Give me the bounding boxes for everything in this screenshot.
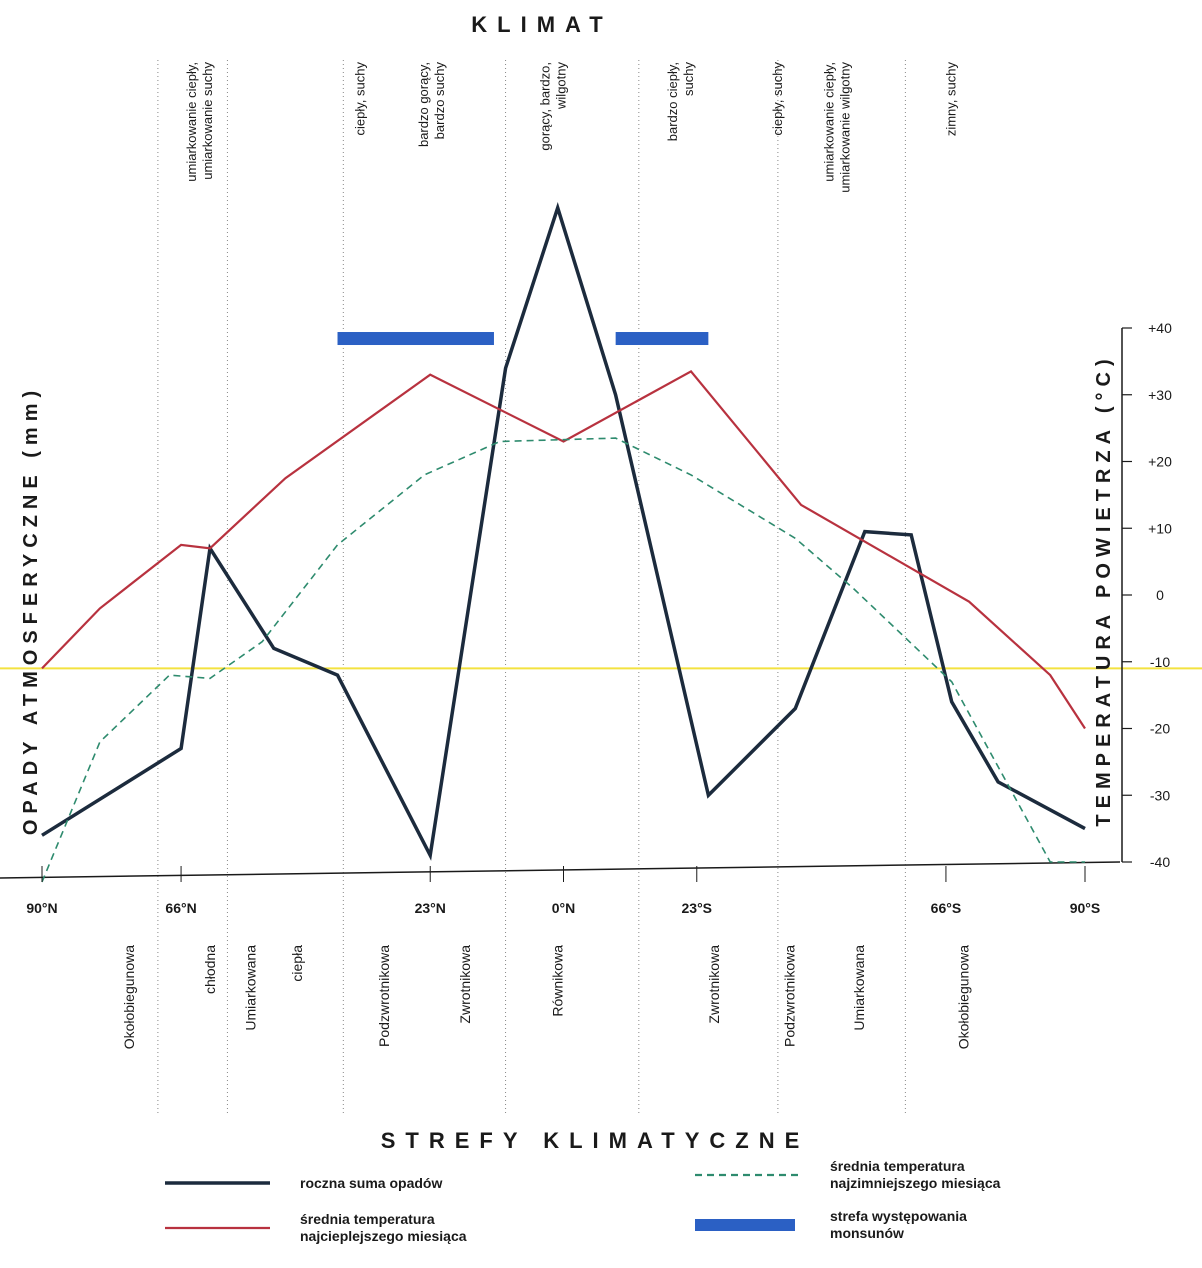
climate-label-line: umiarkowanie ciepły, [184, 62, 199, 182]
right-axis-title: TEMPERATURA POWIETRZA (°C) [1093, 353, 1115, 826]
monsoon-band [615, 332, 709, 346]
climate-labels: umiarkowanie ciepły,umiarkowanie suchy ci… [184, 62, 958, 193]
climate-label-line: umiarkowanie wilgotny [838, 62, 853, 193]
climate-label: bardzo gorący,bardzo suchy [416, 62, 447, 148]
series-lines [41, 202, 1086, 883]
zone-label: Umiarkowana [243, 945, 259, 1031]
zone-label: Okołobiegunowa [121, 945, 137, 1050]
climate-label-line: ciepły, suchy [770, 62, 785, 136]
climate-label-line: zimny, suchy [944, 62, 959, 137]
legend-label-line: średnia temperatura [830, 1158, 965, 1174]
climate-label: umiarkowanie ciepły,umiarkowanie suchy [184, 62, 215, 182]
zone-label: ciepła [289, 945, 305, 982]
y-tick-label: -40 [1150, 854, 1170, 870]
y-tick-label: 0 [1156, 587, 1164, 603]
zone-label: Umiarkowana [851, 945, 867, 1031]
x-tick-label: 23°N [415, 900, 446, 916]
chart-title: KLIMAT [471, 12, 612, 37]
x-tick-labels: 90°N 66°N 23°N 0°N 23°S 66°S 90°S [26, 866, 1100, 916]
y-tick-label: -20 [1150, 721, 1170, 737]
x-tick-label: 90°S [1070, 900, 1101, 916]
zone-label: Podzwrotnikowa [781, 945, 797, 1047]
x-tick-label: 0°N [552, 900, 576, 916]
legend-item: strefa występowania monsunów [695, 1208, 967, 1241]
legend-label-line: roczna suma opadów [300, 1175, 442, 1191]
zone-label: Równikowa [550, 945, 566, 1017]
climate-label: bardzo ciepły,suchy [665, 62, 696, 142]
legend-label: roczna suma opadów [300, 1175, 442, 1191]
zone-label: Okołobiegunowa [955, 945, 971, 1050]
legend-label-line: najcieplejszego miesiąca [300, 1228, 467, 1244]
legend-label-line: strefa występowania [830, 1208, 967, 1224]
legend-label-line: monsunów [830, 1225, 904, 1241]
legend-label: strefa występowania monsunów [830, 1208, 967, 1241]
zone-labels: Okołobiegunowa chłodna Umiarkowana ciepła Po… [121, 945, 971, 1050]
legend-swatch [695, 1219, 795, 1231]
climate-label-line: ciepły, suchy [353, 62, 368, 136]
y-tick-label: +30 [1148, 387, 1172, 403]
y-tick-label: +20 [1148, 454, 1172, 470]
climate-label-line: wilgotny [554, 62, 569, 110]
series-line-2 [41, 369, 1086, 730]
climate-label: gorący, bardzo,wilgotny [538, 62, 569, 151]
climate-label-line: bardzo ciepły, [665, 62, 680, 141]
y-tick-label: -10 [1150, 654, 1170, 670]
monsoon-bands [337, 332, 709, 346]
legend-label-line: średnia temperatura [300, 1211, 435, 1227]
x-tick-label: 66°S [931, 900, 962, 916]
right-axis-ticks: +40 +30 +20 +10 0 -10 -20 -30 -40 [1122, 320, 1172, 870]
zone-label: chłodna [202, 945, 218, 994]
zone-label: Podzwrotnikowa [376, 945, 392, 1047]
climate-label: ciepły, suchy [353, 62, 368, 136]
legend-label: średnia temperatura najzimniejszego miesi… [830, 1158, 1001, 1191]
legend-item: roczna suma opadów [165, 1175, 442, 1191]
zone-label: Zwrotnikowa [457, 945, 473, 1024]
x-tick-label: 23°S [682, 900, 713, 916]
legend-item: średnia temperatura najzimniejszego miesi… [695, 1158, 1001, 1191]
zone-label: Zwrotnikowa [706, 945, 722, 1024]
monsoon-band [337, 332, 494, 346]
climate-label-line: umiarkowanie suchy [200, 62, 215, 180]
legend-item: średnia temperatura najcieplejszego miesi… [165, 1211, 467, 1244]
climate-label: zimny, suchy [944, 62, 959, 137]
climate-label-line: bardzo suchy [432, 62, 447, 140]
climate-label-line: umiarkowanie ciepły, [822, 62, 837, 182]
axes [0, 328, 1123, 879]
x-axis-title: STREFY KLIMATYCZNE [381, 1128, 810, 1153]
y-tick-label: -30 [1150, 787, 1170, 803]
climate-label: umiarkowanie ciepły,umiarkowanie wilgotn… [822, 62, 853, 193]
climate-label-line: suchy [681, 62, 696, 96]
y-tick-label: +40 [1148, 320, 1172, 336]
x-tick-label: 90°N [26, 900, 57, 916]
x-axis-line [0, 861, 1121, 879]
climate-label-line: bardzo gorący, [416, 62, 431, 147]
y-tick-label: +10 [1148, 520, 1172, 536]
climate-label: ciepły, suchy [770, 62, 785, 136]
legend-label: średnia temperatura najcieplejszego miesi… [300, 1211, 467, 1244]
left-axis-title: OPADY ATMOSFERYCZNE (mm) [20, 385, 42, 835]
series-line-3 [41, 437, 1085, 883]
x-tick-label: 66°N [165, 900, 196, 916]
climate-label-line: gorący, bardzo, [538, 62, 553, 151]
series-line-1 [41, 202, 1086, 861]
legend-label-line: najzimniejszego miesiąca [830, 1175, 1001, 1191]
